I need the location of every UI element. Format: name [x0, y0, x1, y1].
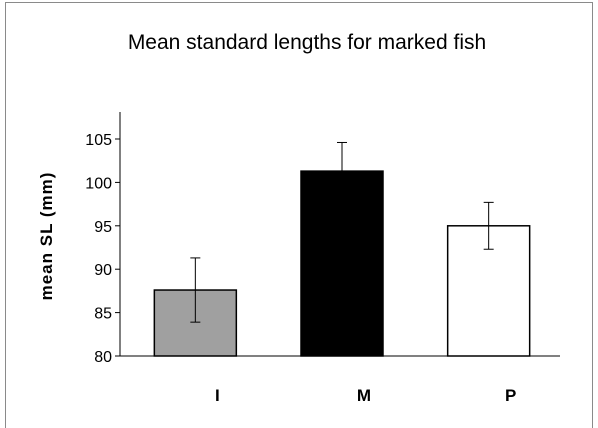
y-tick-label: 95 [94, 219, 112, 236]
y-tick-label: 100 [85, 175, 112, 192]
chart-title: Mean standard lengths for marked fish [128, 31, 486, 54]
y-tick-label: 90 [94, 262, 112, 279]
x-category-label: I [215, 386, 220, 405]
y-tick-label: 80 [94, 349, 112, 366]
plot-area: 80 85 90 95 100 105 I M P [85, 112, 560, 405]
y-tick-label: 105 [85, 132, 112, 149]
y-axis-label: mean SL (mm) [37, 172, 56, 301]
y-tick-label: 85 [94, 306, 112, 323]
chart-frame [5, 2, 593, 428]
x-category-label: P [505, 386, 516, 405]
x-category-label: M [357, 386, 371, 405]
